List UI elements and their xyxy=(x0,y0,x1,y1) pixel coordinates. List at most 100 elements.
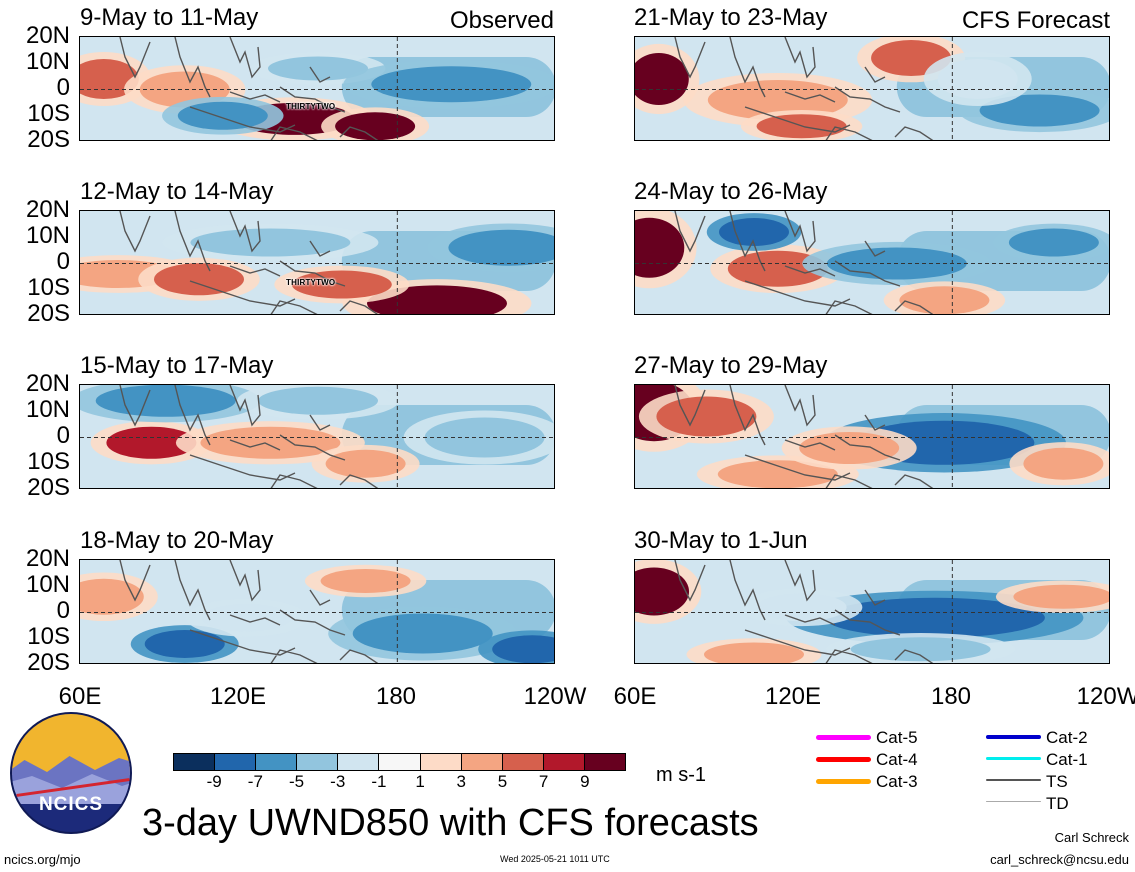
legend-label-td: TD xyxy=(1046,794,1069,813)
panel-title-7: 18-May to 20-May xyxy=(80,527,274,554)
colorbar-tick-label: 7 xyxy=(538,772,549,791)
map-panel-8 xyxy=(634,559,1110,664)
email-text: carl_schreck@ncsu.edu xyxy=(990,852,1129,867)
coastline xyxy=(119,560,379,663)
figure-title: 3-day UWND850 with CFS forecasts xyxy=(142,802,759,844)
ncics-logo: NCICS xyxy=(10,712,132,834)
colorbar-swatch xyxy=(174,754,216,770)
legend-label-cat-1: Cat-1 xyxy=(1046,750,1088,769)
colorbar-swatch xyxy=(420,754,462,770)
legend-label-ts: TS xyxy=(1046,772,1068,791)
legend-line-td xyxy=(986,801,1041,802)
lon-tick-right-60e: 60E xyxy=(613,683,657,710)
uwnd-field xyxy=(80,385,554,488)
wind-anomaly-core xyxy=(200,426,341,459)
coastline xyxy=(674,211,934,314)
lat-tick: 0 xyxy=(56,422,70,449)
wind-anomaly-core xyxy=(899,286,990,314)
uwnd-field xyxy=(80,211,554,314)
colorbar-tick-label: 3 xyxy=(456,772,466,791)
logo-text: NCICS xyxy=(38,794,104,815)
lat-tick: 10S xyxy=(27,448,70,475)
panel-title-3: 12-May to 14-May xyxy=(80,178,274,205)
colorbar-swatch xyxy=(256,754,298,770)
uwnd-field xyxy=(635,385,1109,488)
wind-anomaly-core xyxy=(492,635,554,663)
uwnd-field xyxy=(635,211,1109,314)
wind-anomaly-core xyxy=(352,613,493,654)
timestamp-text: Wed 2025-05-21 1011 UTC xyxy=(500,854,610,864)
wind-anomaly-core xyxy=(1008,228,1099,257)
lon-tick-right-120e: 120E xyxy=(764,683,822,710)
wind-anomaly-core xyxy=(719,218,789,246)
lat-tick: 10S xyxy=(27,100,70,127)
coastline xyxy=(674,560,934,663)
author-text: Carl Schreck xyxy=(1054,830,1129,845)
coastline xyxy=(119,37,379,140)
wind-anomaly-core xyxy=(95,385,236,417)
colorbar-swatch xyxy=(297,754,339,770)
map-panel-4 xyxy=(634,210,1110,315)
wind-anomaly-core xyxy=(937,59,1018,99)
coastline xyxy=(119,211,379,314)
wind-anomaly-core xyxy=(979,94,1100,127)
colorbar-tick-label: -9 xyxy=(206,772,222,791)
legend-line-cat-1 xyxy=(986,757,1041,760)
legend-line-ts xyxy=(986,779,1041,781)
legend-label-cat-2: Cat-2 xyxy=(1046,728,1088,747)
lat-tick: 20N xyxy=(25,370,70,397)
lat-tick: 20N xyxy=(25,22,70,49)
wind-anomaly-core xyxy=(268,56,368,81)
lat-tick: 10N xyxy=(25,571,70,598)
wind-anomaly-core xyxy=(635,217,685,278)
lat-tick: 0 xyxy=(56,597,70,624)
observed-label: Observed xyxy=(449,7,554,34)
colorbar-tick-label: -1 xyxy=(371,772,387,791)
uwnd-field xyxy=(80,560,554,663)
lon-tick-right-120w: 120W xyxy=(1076,683,1135,710)
coastline xyxy=(674,385,934,488)
wind-anomaly-core xyxy=(850,637,991,662)
wind-anomaly-core xyxy=(1023,447,1104,480)
wind-anomaly-core xyxy=(1013,584,1109,609)
lat-tick: 10N xyxy=(25,48,70,75)
map-panel-1 xyxy=(79,36,555,141)
wind-anomaly-core xyxy=(201,603,292,632)
lon-tick-right-180: 180 xyxy=(930,683,972,710)
lon-tick-left-120w: 120W xyxy=(523,683,587,710)
storm-label-panel-1: THIRTYTWO xyxy=(286,102,336,111)
legend-label-cat-5: Cat-5 xyxy=(876,728,918,747)
wind-anomaly-core xyxy=(656,396,757,437)
panel-title-6: 27-May to 29-May xyxy=(634,352,828,379)
wind-anomaly-core xyxy=(154,263,244,296)
lat-tick: 20N xyxy=(25,545,70,572)
map-panel-6 xyxy=(634,384,1110,489)
colorbar-swatch xyxy=(379,754,421,770)
wind-anomaly-core xyxy=(371,66,532,103)
wind-anomaly-core xyxy=(320,569,411,593)
panel-title-5: 15-May to 17-May xyxy=(80,352,274,379)
colorbar-tick-label: -3 xyxy=(330,772,346,791)
wind-anomaly-core xyxy=(799,432,900,464)
colorbar-tick-label: 9 xyxy=(580,772,590,791)
wind-anomaly-core xyxy=(190,228,351,257)
lat-tick: 20S xyxy=(27,474,70,501)
wind-anomaly-core xyxy=(727,250,828,287)
panel-title-8: 30-May to 1-Jun xyxy=(634,527,808,554)
lat-tick: 10N xyxy=(25,396,70,423)
colorbar-swatch xyxy=(215,754,257,770)
uwnd-field xyxy=(635,37,1109,140)
lat-tick: 0 xyxy=(56,248,70,275)
wind-anomaly-core xyxy=(80,578,144,615)
wind-anomaly-core xyxy=(717,460,838,488)
cfs-forecast-label: CFS Forecast xyxy=(961,7,1110,34)
colorbar xyxy=(173,753,626,771)
legend-line-cat-5 xyxy=(816,735,871,740)
wind-anomaly-core xyxy=(424,417,545,458)
coastline xyxy=(119,385,379,488)
wind-anomaly-core xyxy=(258,386,378,415)
wind-anomaly-core xyxy=(635,53,689,105)
lat-tick: 10S xyxy=(27,623,70,650)
wind-anomaly-core xyxy=(756,593,847,622)
colorbar-tick-label: -5 xyxy=(288,772,305,791)
